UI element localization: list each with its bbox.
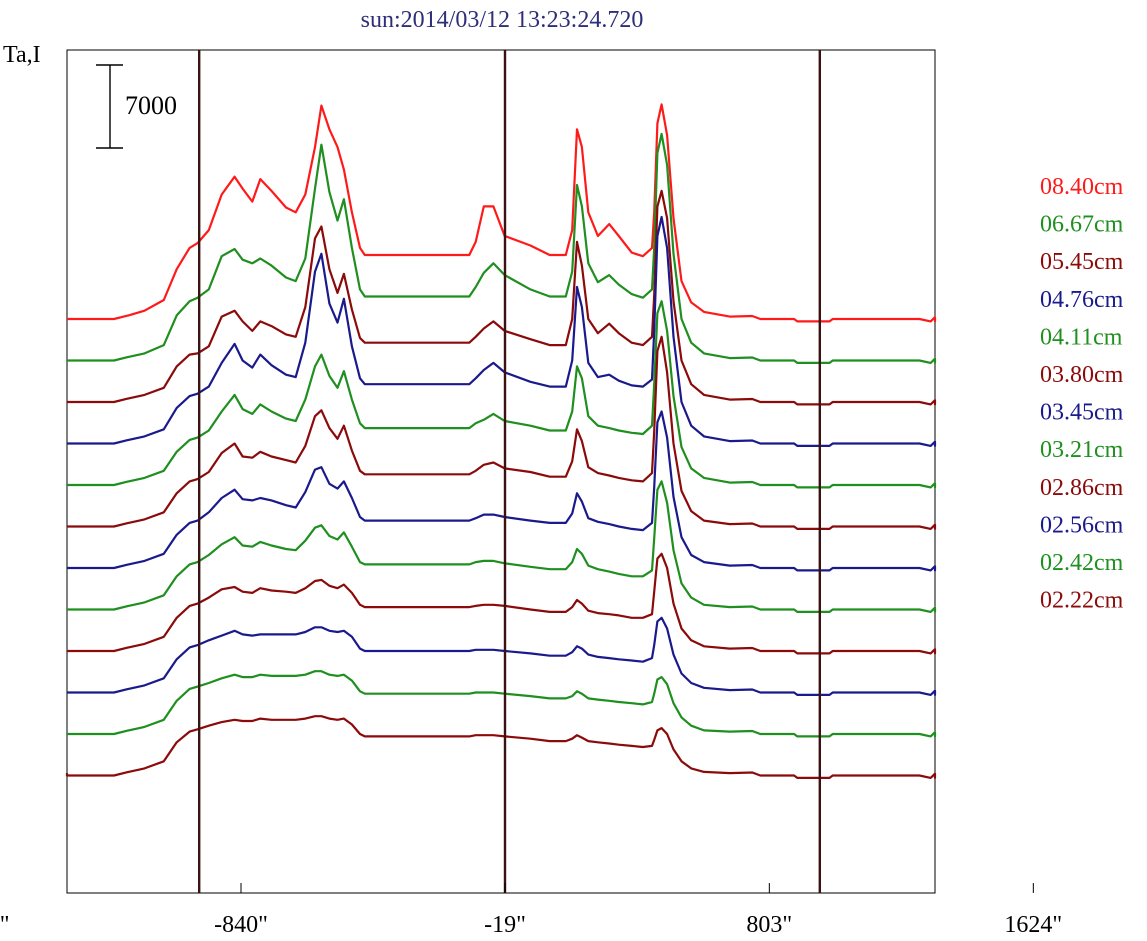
legend-entry-5: 03.80cm <box>1040 362 1124 388</box>
chart-title: sun:2014/03/12 13:23:24.720 <box>361 7 644 33</box>
x-tick-label-3: 803" <box>746 912 792 938</box>
scale-bar: 7000 <box>96 64 177 149</box>
legend-entry-2: 05.45cm <box>1040 249 1124 275</box>
series-line-9 <box>67 616 937 696</box>
legend-entry-8: 02.86cm <box>1040 475 1124 501</box>
series-line-4 <box>67 300 937 489</box>
x-tick-label-0: -1662" <box>0 912 10 938</box>
legend-entry-10: 02.42cm <box>1040 550 1124 576</box>
legend-entry-6: 03.45cm <box>1040 400 1124 426</box>
series-line-7 <box>67 480 937 613</box>
legend-entry-3: 04.76cm <box>1040 287 1124 313</box>
y-axis-label: Ta,I <box>3 42 41 68</box>
series-line-10 <box>67 670 937 738</box>
series-line-11 <box>65 715 937 779</box>
series-line-2 <box>67 189 937 406</box>
legend: 08.40cm 06.67cm 05.45cm 04.76cm 04.11cm 03.80… <box>1040 174 1124 614</box>
series-layer <box>65 103 937 779</box>
legend-entry-7: 03.21cm <box>1040 437 1124 463</box>
x-tick-label-1: -840" <box>214 912 268 938</box>
legend-entry-1: 06.67cm <box>1040 212 1124 238</box>
series-line-5 <box>67 335 937 530</box>
legend-entry-11: 02.22cm <box>1040 588 1124 614</box>
x-tick-label-4: 1624" <box>1004 912 1062 938</box>
legend-entry-0: 08.40cm <box>1040 174 1124 200</box>
legend-entry-4: 04.11cm <box>1040 324 1123 350</box>
series-line-6 <box>67 410 937 572</box>
x-tick-label-2: -19" <box>484 912 526 938</box>
series-line-0 <box>67 103 937 323</box>
legend-entry-9: 02.56cm <box>1040 512 1124 538</box>
series-line-3 <box>67 215 937 447</box>
plot-frame <box>66 49 936 894</box>
series-line-8 <box>67 552 937 655</box>
x-axis-ticks: -1662" -840" -19" 803" 1624" <box>0 883 1062 938</box>
scale-bar-label: 7000 <box>125 91 177 120</box>
vertical-markers <box>197 50 822 893</box>
series-line-1 <box>67 132 937 364</box>
